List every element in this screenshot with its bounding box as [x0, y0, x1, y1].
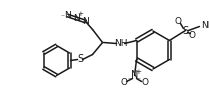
Text: ⁻: ⁻ — [136, 75, 140, 84]
Text: N: N — [131, 70, 138, 81]
Text: S: S — [182, 26, 189, 36]
Text: N: N — [64, 11, 71, 20]
Text: +: + — [136, 68, 141, 74]
Text: NH₂: NH₂ — [201, 21, 209, 30]
Text: +: + — [78, 12, 83, 18]
Text: N: N — [82, 17, 89, 26]
Text: O: O — [175, 17, 182, 26]
Text: ⁻: ⁻ — [61, 12, 65, 21]
Text: S: S — [78, 55, 84, 64]
Text: N: N — [73, 14, 80, 23]
Text: NH: NH — [114, 39, 127, 48]
Text: O: O — [141, 78, 148, 87]
Text: O: O — [189, 31, 196, 40]
Text: O: O — [120, 78, 127, 87]
Text: ⁻: ⁻ — [127, 75, 131, 84]
